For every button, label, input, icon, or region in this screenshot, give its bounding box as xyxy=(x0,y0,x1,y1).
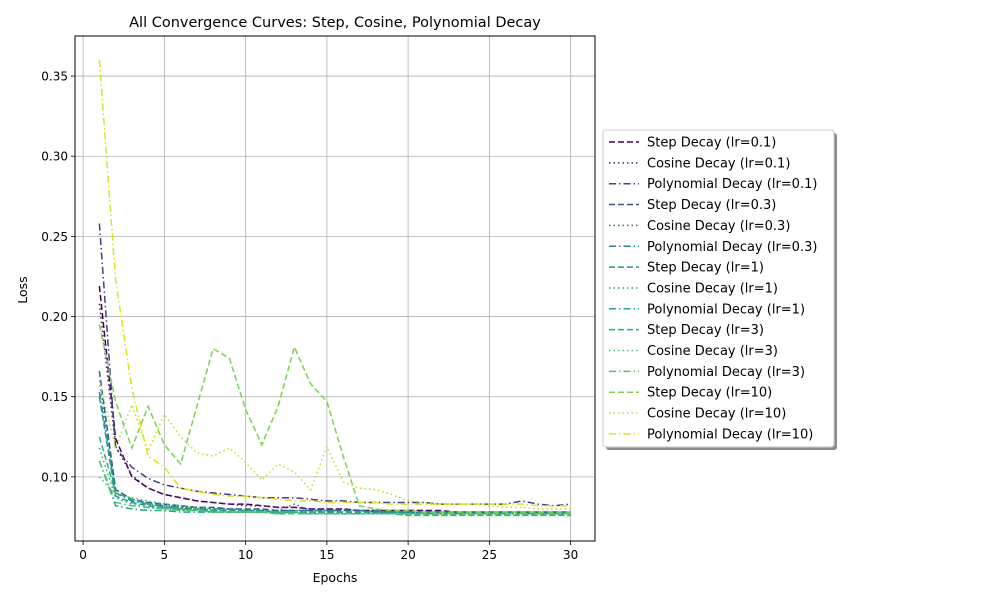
legend-label: Step Decay (lr=0.1) xyxy=(647,136,776,151)
series-layer xyxy=(98,59,571,517)
legend-label: Cosine Decay (lr=10) xyxy=(647,407,786,422)
y-tick-label: 0.25 xyxy=(41,230,68,244)
x-tick-label: 10 xyxy=(238,548,253,562)
x-axis-label: Epochs xyxy=(313,570,358,585)
series-line-cosine-decay-lr-0-3 xyxy=(98,380,571,513)
y-tick-label: 0.15 xyxy=(41,390,68,404)
legend-label: Polynomial Decay (lr=3) xyxy=(647,365,805,380)
x-tick-label: 15 xyxy=(319,548,334,562)
y-tick-label: 0.35 xyxy=(41,70,68,84)
y-tick-label: 0.10 xyxy=(41,470,68,484)
x-tick-label: 0 xyxy=(79,548,87,562)
series-line-cosine-decay-lr-3 xyxy=(98,476,571,517)
series-line-step-decay-lr-0-3 xyxy=(98,370,571,513)
x-tick-label: 20 xyxy=(400,548,415,562)
y-tick-label: 0.30 xyxy=(41,150,68,164)
y-axis-label: Loss xyxy=(15,276,30,303)
legend-label: Cosine Decay (lr=1) xyxy=(647,281,778,296)
series-line-polynomial-decay-lr-0-3 xyxy=(98,391,571,513)
x-tick-label: 25 xyxy=(482,548,497,562)
legend-label: Step Decay (lr=3) xyxy=(647,323,764,338)
chart-title: All Convergence Curves: Step, Cosine, Po… xyxy=(129,15,541,31)
plot-area-frame xyxy=(74,35,596,542)
x-tick-label: 5 xyxy=(161,548,169,562)
legend-label: Cosine Decay (lr=0.3) xyxy=(647,219,790,234)
legend-label: Step Decay (lr=1) xyxy=(647,261,764,276)
legend-label: Step Decay (lr=10) xyxy=(647,386,772,401)
series-line-cosine-decay-lr-10 xyxy=(98,380,571,510)
legend: Step Decay (lr=0.1) Cosine Decay (lr=0.1)… xyxy=(602,129,837,450)
legend-label: Cosine Decay (lr=3) xyxy=(647,344,778,359)
series-line-polynomial-decay-lr-3 xyxy=(98,460,571,515)
legend-label: Polynomial Decay (lr=0.3) xyxy=(647,240,817,255)
x-axis: 0 5 10 15 20 25 30 xyxy=(79,541,578,562)
series-line-polynomial-decay-lr-0-1 xyxy=(98,223,571,507)
legend-label: Step Decay (lr=0.3) xyxy=(647,198,776,213)
legend-label: Polynomial Decay (lr=10) xyxy=(647,427,813,442)
legend-label: Polynomial Decay (lr=1) xyxy=(647,302,805,317)
series-line-polynomial-decay-lr-10 xyxy=(98,59,571,507)
legend-box xyxy=(602,129,835,448)
legend-label: Polynomial Decay (lr=0.1) xyxy=(647,177,817,192)
legend-label: Cosine Decay (lr=0.1) xyxy=(647,156,790,171)
y-axis: 0.10 0.15 0.20 0.25 0.30 0.35 xyxy=(41,70,75,484)
grid xyxy=(75,36,595,541)
y-tick-label: 0.20 xyxy=(41,310,68,324)
series-line-step-decay-lr-0-1 xyxy=(98,286,571,513)
series-line-step-decay-lr-10 xyxy=(98,324,571,513)
x-tick-label: 30 xyxy=(563,548,578,562)
series-line-cosine-decay-lr-0-1 xyxy=(98,303,571,513)
